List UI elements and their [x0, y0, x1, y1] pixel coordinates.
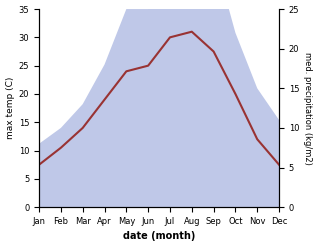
- Y-axis label: med. precipitation (kg/m2): med. precipitation (kg/m2): [303, 52, 313, 165]
- Y-axis label: max temp (C): max temp (C): [5, 77, 15, 139]
- X-axis label: date (month): date (month): [123, 231, 195, 242]
